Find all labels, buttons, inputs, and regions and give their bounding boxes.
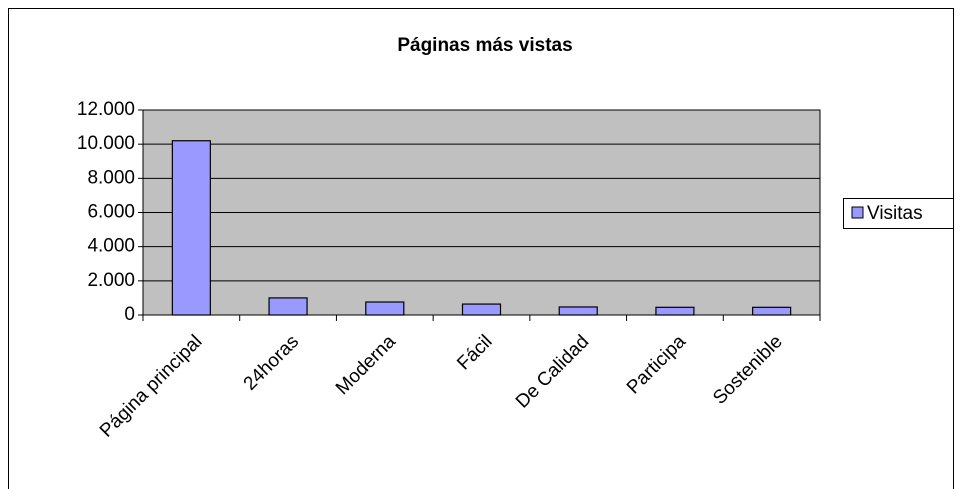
y-tick-label: 12.000 bbox=[77, 99, 135, 120]
bar bbox=[268, 297, 308, 316]
chart-title: Páginas más vistas bbox=[397, 35, 572, 56]
y-tick-label: 10.000 bbox=[77, 133, 135, 154]
legend-label: Visitas bbox=[867, 203, 923, 224]
y-tick-label: 6.000 bbox=[87, 202, 135, 223]
legend-swatch bbox=[851, 206, 864, 219]
bar bbox=[365, 301, 405, 316]
y-tick-label: 2.000 bbox=[87, 270, 135, 291]
y-tick-label: 0 bbox=[124, 304, 135, 325]
y-tick-label: 8.000 bbox=[87, 167, 135, 188]
bar bbox=[752, 306, 792, 316]
bar bbox=[461, 303, 502, 316]
bar bbox=[171, 140, 211, 316]
y-tick-label: 4.000 bbox=[87, 236, 135, 257]
bar bbox=[558, 306, 598, 316]
bar bbox=[655, 306, 695, 316]
